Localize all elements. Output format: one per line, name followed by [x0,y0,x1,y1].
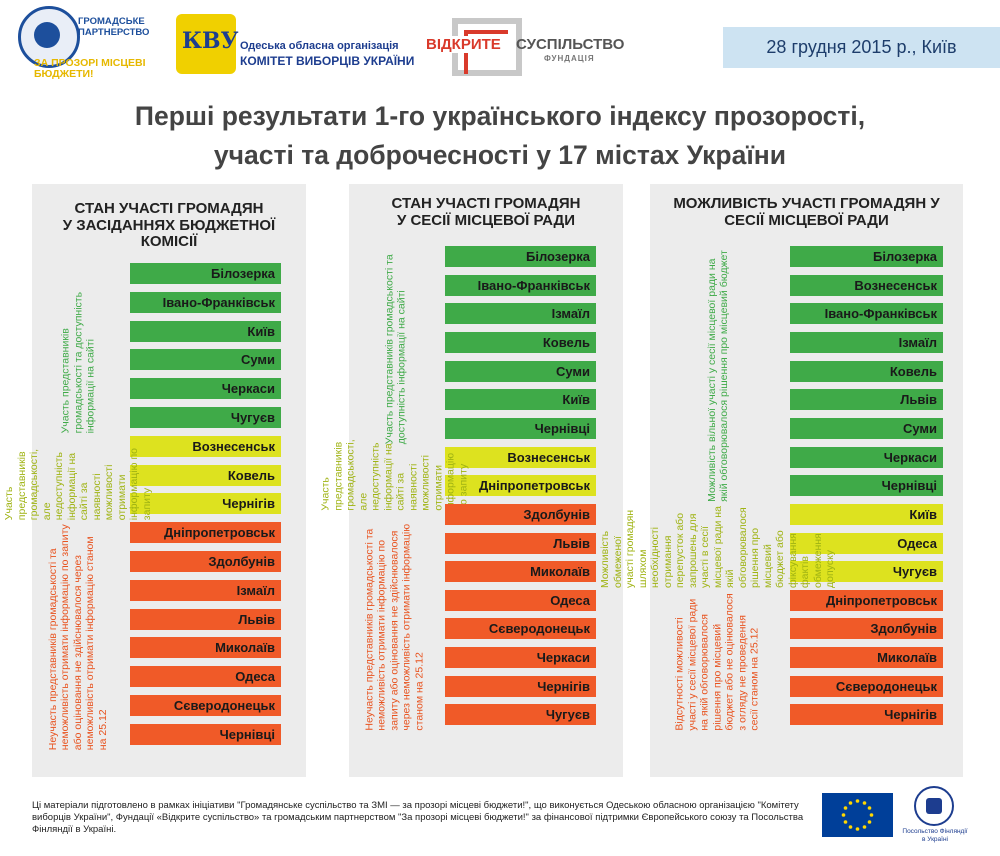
group-label: Можливість обмеженої участі громадян шля… [599,505,836,588]
page-title: Перші результати 1-го українського індек… [0,97,1000,175]
city-bar: Львів [130,608,281,630]
group-label: Неучасть представників громадськості та … [363,524,426,732]
city-bar: Здолбунів [130,551,281,572]
panel-title-line: СТАН УЧАСТІ ГРОМАДЯН [391,195,581,212]
city-bar: Сєверодонецьк [130,695,281,716]
city-bar: Івано-Франківськ [130,291,281,313]
finland-lion-icon [914,786,954,826]
panel-title-line: У ЗАСІДАННЯХ БЮДЖЕТНОЇ [62,216,276,234]
kvu-logo: КВУ Одеська обласна організація КОМІТЕТ … [176,14,415,80]
group-label: Участь представників громадськості та до… [382,254,408,445]
partnership-logo-line2: ЗА ПРОЗОРІ МІСЦЕВІ БЮДЖЕТИ! [34,57,146,80]
city-bar: Черкаси [790,446,943,468]
panel-session-access: МОЖЛИВІСТЬ УЧАСТІ ГРОМАДЯН У СЕСІЇ МІСЦЕ… [599,184,963,777]
city-bar: Дніпропетровськ [130,522,281,544]
city-bar: Здолбунів [790,618,943,640]
open-society-word1: ВІДКРИТЕ [424,36,503,53]
panel-council-session: СТАН УЧАСТІ ГРОМАДЯН У СЕСІЇ МІСЦЕВОЇ РА… [320,184,623,777]
kvu-mark: КВУ [182,28,239,54]
page-title-line2: участі та доброчесності у 17 містах Укра… [213,140,787,170]
city-bar: Ковель [445,331,596,353]
panel-title: СТАН УЧАСТІ ГРОМАДЯН У СЕСІЇ МІСЦЕВОЇ РА… [349,195,623,229]
city-bar: Ізмаїл [790,331,943,353]
city-bar: Чернівці [130,723,281,745]
city-bar: Чернігів [445,675,596,697]
city-bar: Івано-Франківськ [445,274,596,296]
partnership-logo-icon [18,6,80,68]
city-bar: Київ [790,503,943,525]
city-bar: Одеса [445,589,596,611]
city-bar: Черкаси [445,647,596,669]
panel-title-line: МОЖЛИВІСТЬ УЧАСТІ ГРОМАДЯН У [673,195,940,212]
open-society-logo: ВІДКРИТЕ СУСПІЛЬСТВО ФУНДАЦІЯ [424,18,624,84]
city-bar: Черкаси [130,378,281,400]
group-label: Участь представників громадськості, але … [2,448,153,521]
city-bar: Львів [790,389,943,411]
city-bar: Київ [130,320,281,342]
footer-note: Ці матеріали підготовлено в рамках ініці… [32,800,804,835]
group-label: Участь представників громадськості та до… [59,292,97,434]
city-bar: Чернігів [130,493,281,515]
kvu-logo-line1: Одеська обласна організація [240,40,399,52]
city-bar: Ковель [130,464,281,486]
city-bar: Ковель [790,360,943,382]
city-bar: Суми [790,417,943,439]
kvu-logo-line2: КОМІТЕТ ВИБОРЦІВ УКРАЇНИ [240,54,415,68]
finland-embassy-label: Посольство Фінляндії в Україні [902,828,968,843]
city-bar: Дніпропетровськ [790,589,943,611]
city-bar: Миколаїв [445,561,596,583]
city-bar: Білозерка [130,263,281,284]
date-banner: 28 грудня 2015 р., Київ [723,27,1000,68]
city-bar: Чернігів [790,704,943,726]
group-label: Можливість вільної участі у сесії місцев… [705,250,731,502]
partnership-logo-line1: ГРОМАДСЬКЕ ПАРТНЕРСТВО [78,16,150,38]
city-bar: Вознесенськ [790,274,943,296]
city-bar: Львів [445,532,596,554]
city-bar: Вознесенськ [130,435,281,457]
city-bar: Чугуєв [130,407,281,428]
panel-title: СТАН УЧАСТІ ГРОМАДЯН У ЗАСІДАННЯХ БЮДЖЕТ… [32,200,306,251]
city-bar: Ізмаїл [445,303,596,325]
panel-title-line: СТАН УЧАСТІ ГРОМАДЯН [74,200,264,217]
city-bar: Миколаїв [130,637,281,659]
city-bar: Білозерка [445,246,596,267]
panel-budget-commission: СТАН УЧАСТІ ГРОМАДЯН У ЗАСІДАННЯХ БЮДЖЕТ… [3,184,306,777]
city-bar: Здолбунів [445,503,596,525]
city-bar: Миколаїв [790,647,943,669]
group-label: Відсутності можливості участі у сесії мі… [674,593,762,732]
city-bar: Дніпропетровськ [445,475,596,497]
partnership-logo: ГРОМАДСЬКЕ ПАРТНЕРСТВО ЗА ПРОЗОРІ МІСЦЕВ… [18,6,150,82]
kvu-shield-icon: КВУ [176,14,239,74]
eu-flag-icon [822,793,893,837]
city-bar: Чугуєв [445,704,596,726]
city-bar: Чернівці [790,475,943,497]
city-bar: Сєверодонецьк [445,618,596,640]
city-bar: Івано-Франківськ [790,303,943,325]
finland-embassy-logo: Посольство Фінляндії в Україні [900,786,970,846]
open-society-word3: ФУНДАЦІЯ [544,54,595,63]
city-bar: Одеса [130,666,281,688]
panel-title-line: У СЕСІЇ МІСЦЕВОЇ РАДИ [396,211,576,229]
city-bar: Чернівці [445,417,596,439]
city-bar: Суми [130,349,281,371]
panel-title-line: СЕСІЇ МІСЦЕВОЇ РАДИ [724,211,889,229]
city-bar: Чугуєв [790,561,943,583]
city-bar: Суми [445,360,596,382]
panel-title-line: КОМІСІЇ [140,233,198,250]
city-bar: Сєверодонецьк [790,675,943,697]
city-bar: Білозерка [790,246,943,267]
group-label: Неучасть представників громадськості та … [46,524,109,751]
city-bar: Ізмаїл [130,579,281,601]
group-label: Участь представників громадськості, але … [319,439,470,511]
open-society-word2: СУСПІЛЬСТВО [516,36,625,53]
city-bar: Київ [445,389,596,411]
city-bar: Одеса [790,532,943,554]
panel-title: МОЖЛИВІСТЬ УЧАСТІ ГРОМАДЯН У СЕСІЇ МІСЦЕ… [650,195,963,229]
page-title-line1: Перші результати 1-го українського індек… [134,101,866,131]
city-bar: Вознесенськ [445,446,596,468]
